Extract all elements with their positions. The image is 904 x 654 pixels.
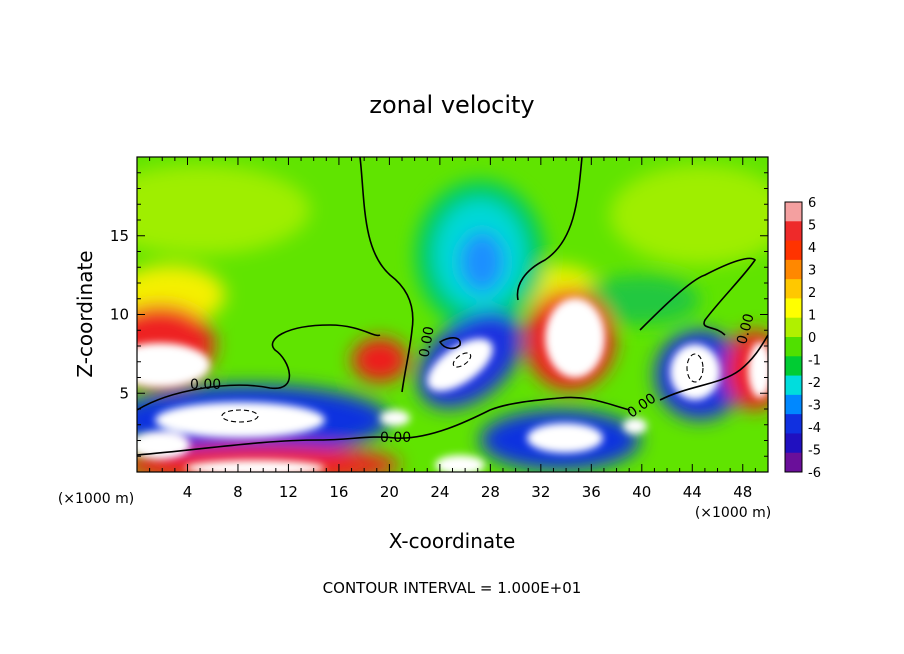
field-center-red: [352, 338, 408, 382]
y-axis-label: Z-coordinate: [73, 250, 97, 377]
y-tick-label: 15: [110, 227, 129, 245]
plot-area: 0.00 0.00 0.00 0.00 0.00: [137, 157, 768, 472]
contour-label-bottom: 0.00: [380, 430, 411, 446]
dashed-contour-right: [686, 353, 704, 383]
zero-contour-right-lower: [659, 334, 768, 401]
core-left-white: [137, 343, 210, 387]
x-tick-label: 28: [481, 483, 500, 501]
chart-title: zonal velocity: [369, 91, 534, 119]
colorbar-tick-label: 4: [808, 241, 816, 256]
colorbar-segment: [785, 259, 802, 280]
x-tick-label: 36: [582, 483, 601, 501]
core-right-center-white: [545, 298, 605, 378]
negative-contours: [221, 352, 704, 423]
colorbar-segment: [785, 240, 802, 261]
zero-contour-upper-right: [639, 257, 757, 336]
core-small-right-white: [623, 418, 647, 434]
colorbar-segment: [785, 433, 802, 454]
core-edge-right-white: [748, 342, 768, 398]
contour-label-right: 0.00: [734, 312, 758, 346]
x-axis-units-left: (×1000 m): [58, 491, 134, 507]
colorbar-segment: [785, 356, 802, 377]
x-axis-units-right: (×1000 m): [695, 505, 771, 521]
core-bottom-mid-white: [435, 455, 485, 472]
colorbar-tick-label: 3: [808, 264, 816, 279]
dashed-contour-center: [452, 352, 472, 368]
colorbar-tick-label: 0: [808, 331, 816, 346]
colorbar-tick-label: -3: [808, 399, 821, 414]
zero-contour-bottom: [137, 396, 631, 456]
core-bottom-white: [185, 460, 325, 472]
x-tick-label: 24: [430, 483, 449, 501]
field-upper-right-tint: [610, 165, 768, 265]
colorbar-tick-label: 1: [808, 309, 816, 324]
zero-contour-vertical: [359, 157, 414, 393]
x-tick-label: 16: [329, 483, 348, 501]
core-center-white-2: [380, 410, 410, 426]
heatmap-extremes: [137, 298, 768, 472]
colorbar-frame: [784, 201, 803, 473]
x-tick-label: 8: [233, 483, 243, 501]
contour-label-left: 0.00: [190, 377, 221, 393]
contour-label-center: 0.00: [417, 325, 438, 358]
colorbar-tick-label: -4: [808, 421, 821, 436]
x-tick-label: 32: [531, 483, 550, 501]
colorbar-segment: [785, 414, 802, 434]
core-bottom-right-white: [527, 423, 603, 453]
x-tick-label: 48: [733, 483, 752, 501]
colorbar-segment: [785, 452, 802, 473]
x-axis: 4 8 12 16 20 24 28 32 36 40 44 48: [149, 157, 756, 501]
zero-contour-left: [137, 324, 381, 411]
zero-contour-small-loop: [438, 337, 461, 350]
colorbar-tick-label: 5: [808, 219, 816, 234]
x-tick-label: 44: [683, 483, 702, 501]
y-tick-label: 10: [110, 306, 129, 324]
core-lower-left-white: [155, 402, 325, 438]
colorbar-tick-label: -1: [808, 354, 821, 369]
colorbar-tick-label: 2: [808, 286, 816, 301]
colorbar-segment: [785, 279, 802, 299]
field-upper-left-tint: [137, 165, 310, 255]
colorbar-tick-label: -6: [808, 466, 821, 481]
colorbar-segment: [785, 394, 802, 415]
x-axis-label: X-coordinate: [389, 529, 516, 553]
x-tick-label: 20: [380, 483, 399, 501]
core-center-white-1: [427, 338, 493, 392]
x-tick-label: 40: [632, 483, 651, 501]
zero-contour-right-vertical: [516, 157, 583, 301]
y-tick-label: 5: [119, 384, 129, 402]
contour-lines: [137, 157, 768, 456]
colorbar-segment: [785, 298, 802, 319]
contour-interval-note: CONTOUR INTERVAL = 1.000E+01: [323, 579, 582, 597]
colorbar-tick-label: -5: [808, 444, 821, 459]
x-tick-label: 4: [183, 483, 193, 501]
core-right-white: [670, 344, 720, 400]
field-green-dark-right: [580, 275, 700, 325]
colorbar-tick-label: -2: [808, 376, 821, 391]
colorbar-segment: [785, 337, 802, 357]
colorbar: 6 5 4 3 2 1 0 -1 -2 -3 -4 -5 -6: [784, 196, 821, 481]
colorbar-segment: [785, 221, 802, 242]
colorbar-segment: [785, 202, 802, 222]
dashed-contour-left: [221, 409, 259, 423]
colorbar-segment: [785, 375, 802, 396]
colorbar-segment: [785, 317, 802, 338]
y-axis: 5 10 15: [110, 172, 768, 457]
x-tick-label: 12: [279, 483, 298, 501]
field-negative-aloft-core: [460, 232, 504, 292]
colorbar-tick-label: 6: [808, 196, 816, 211]
